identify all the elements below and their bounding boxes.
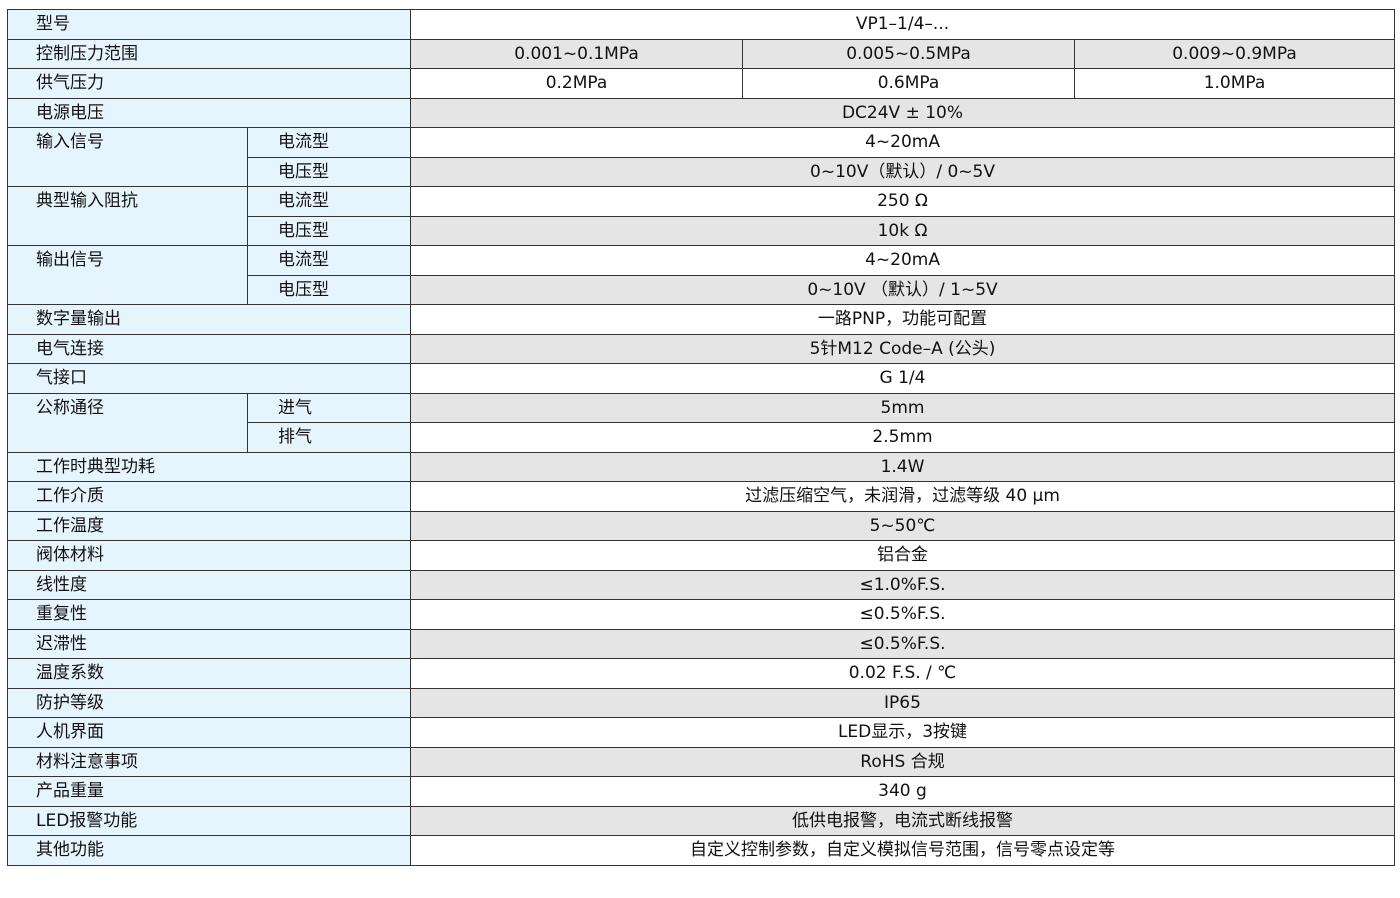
row-value: IP65 xyxy=(409,687,1396,718)
row-value: 0.005~0.5MPa xyxy=(742,38,1075,69)
table-row: 数字量输出 一路PNP，功能可配置 xyxy=(7,304,1396,335)
table-row: 产品重量 340 g xyxy=(7,776,1396,807)
row-label: 电气连接 xyxy=(7,333,411,364)
row-value: 5mm xyxy=(409,392,1396,423)
table-row: 电气连接 5针M12 Code–A (公头) xyxy=(7,333,1396,364)
table-row: 工作温度 5~50℃ xyxy=(7,510,1396,541)
table-row: 防护等级 IP65 xyxy=(7,687,1396,718)
table-row: 材料注意事项 RoHS 合规 xyxy=(7,746,1396,777)
row-label: 工作温度 xyxy=(7,510,411,541)
table-row: 迟滞性 ≤0.5%F.S. xyxy=(7,628,1396,659)
row-label: 迟滞性 xyxy=(7,628,411,659)
row-label: LED报警功能 xyxy=(7,805,411,836)
row-label: 典型输入阻抗 xyxy=(7,186,248,246)
spec-table: 型号 VP1–1/4–... 控制压力范围 0.001~0.1MPa 0.005~0.5… xyxy=(7,9,1396,866)
row-label: 工作介质 xyxy=(7,481,411,512)
row-value: 0.001~0.1MPa xyxy=(410,38,743,69)
row-sublabel: 排气 xyxy=(247,422,411,453)
row-value: VP1–1/4–... xyxy=(409,9,1396,40)
row-label: 人机界面 xyxy=(7,717,411,748)
row-value: 5针M12 Code–A (公头) xyxy=(409,333,1396,364)
table-row: 重复性 ≤0.5%F.S. xyxy=(7,599,1396,630)
row-value: 铝合金 xyxy=(409,540,1396,571)
row-label: 重复性 xyxy=(7,599,411,630)
row-label: 输出信号 xyxy=(7,245,248,305)
row-value: 0.02 F.S. / ℃ xyxy=(409,658,1396,689)
table-row: 工作时典型功耗 1.4W xyxy=(7,451,1396,482)
row-value: ≤0.5%F.S. xyxy=(409,628,1396,659)
table-row: 输入信号 电流型 4~20mA xyxy=(7,127,1396,187)
row-value: 1.4W xyxy=(409,451,1396,482)
row-sublabel: 电流型 xyxy=(247,245,411,276)
table-row: LED报警功能 低供电报警，电流式断线报警 xyxy=(7,805,1396,836)
row-label: 控制压力范围 xyxy=(7,38,411,69)
table-row: 排气 2.5mm xyxy=(8,422,1396,453)
row-value: 4~20mA xyxy=(409,245,1396,276)
row-value: 10k Ω xyxy=(409,215,1396,246)
row-value: 4~20mA xyxy=(409,127,1396,158)
table-row: 输出信号 电流型 4~20mA xyxy=(7,245,1396,305)
row-label: 气接口 xyxy=(7,363,411,394)
row-value: 一路PNP，功能可配置 xyxy=(409,304,1396,335)
row-value: ≤1.0%F.S. xyxy=(409,569,1396,600)
row-sublabel: 电流型 xyxy=(247,186,411,217)
row-value: 低供电报警，电流式断线报警 xyxy=(409,805,1396,836)
row-label: 产品重量 xyxy=(7,776,411,807)
row-value: 340 g xyxy=(409,776,1396,807)
row-value: 0.6MPa xyxy=(742,68,1075,99)
table-row: 供气压力 0.2MPa 0.6MPa 1.0MPa xyxy=(7,68,1396,99)
table-row: 电压型 0~10V （默认）/ 1~5V xyxy=(8,274,1396,305)
table-row: 型号 VP1–1/4–... xyxy=(7,9,1396,40)
row-label: 防护等级 xyxy=(7,687,411,718)
row-value: 250 Ω xyxy=(409,186,1396,217)
row-value: 5~50℃ xyxy=(409,510,1396,541)
row-label: 线性度 xyxy=(7,569,411,600)
row-value: 0~10V （默认）/ 1~5V xyxy=(409,274,1396,305)
row-label: 型号 xyxy=(7,9,411,40)
row-label: 阀体材料 xyxy=(7,540,411,571)
table-row: 电压型 10k Ω xyxy=(8,215,1396,246)
row-label: 电源电压 xyxy=(7,97,411,128)
table-row: 线性度 ≤1.0%F.S. xyxy=(7,569,1396,600)
table-row: 温度系数 0.02 F.S. / ℃ xyxy=(7,658,1396,689)
row-label: 数字量输出 xyxy=(7,304,411,335)
table-row: 人机界面 LED显示，3按键 xyxy=(7,717,1396,748)
table-row: 其他功能 自定义控制参数，自定义模拟信号范围，信号零点设定等 xyxy=(7,835,1396,866)
row-value: LED显示，3按键 xyxy=(409,717,1396,748)
row-label: 供气压力 xyxy=(7,68,411,99)
row-label: 公称通径 xyxy=(7,392,248,453)
row-label: 其他功能 xyxy=(7,835,411,866)
row-value: 2.5mm xyxy=(409,422,1396,453)
row-sublabel: 电流型 xyxy=(247,127,411,158)
row-value: 1.0MPa xyxy=(1073,68,1396,99)
table-row: 气接口 G 1/4 xyxy=(7,363,1396,394)
table-row: 阀体材料 铝合金 xyxy=(7,540,1396,571)
table-row: 公称通径 进气 5mm xyxy=(7,392,1396,453)
row-label: 温度系数 xyxy=(7,658,411,689)
row-value: RoHS 合规 xyxy=(409,746,1396,777)
row-value: 过滤压缩空气，未润滑，过滤等级 40 μm xyxy=(409,481,1396,512)
table-row: 工作介质 过滤压缩空气，未润滑，过滤等级 40 μm xyxy=(7,481,1396,512)
row-value: 自定义控制参数，自定义模拟信号范围，信号零点设定等 xyxy=(409,835,1396,866)
row-value: ≤0.5%F.S. xyxy=(409,599,1396,630)
row-sublabel: 电压型 xyxy=(247,274,411,305)
row-sublabel: 进气 xyxy=(247,392,411,423)
row-label: 材料注意事项 xyxy=(7,746,411,777)
row-label: 工作时典型功耗 xyxy=(7,451,411,482)
row-value: G 1/4 xyxy=(409,363,1396,394)
row-label: 输入信号 xyxy=(7,127,248,187)
table-row: 电源电压 DC24V ± 10% xyxy=(7,97,1396,128)
row-sublabel: 电压型 xyxy=(247,156,411,187)
row-value: 0~10V（默认）/ 0~5V xyxy=(409,156,1396,187)
row-sublabel: 电压型 xyxy=(247,215,411,246)
row-value: 0.009~0.9MPa xyxy=(1073,38,1396,69)
table-row: 典型输入阻抗 电流型 250 Ω xyxy=(7,186,1396,246)
table-row: 控制压力范围 0.001~0.1MPa 0.005~0.5MPa 0.009~0.9M… xyxy=(7,38,1396,69)
row-value: 0.2MPa xyxy=(410,68,743,99)
row-value: DC24V ± 10% xyxy=(409,97,1396,128)
